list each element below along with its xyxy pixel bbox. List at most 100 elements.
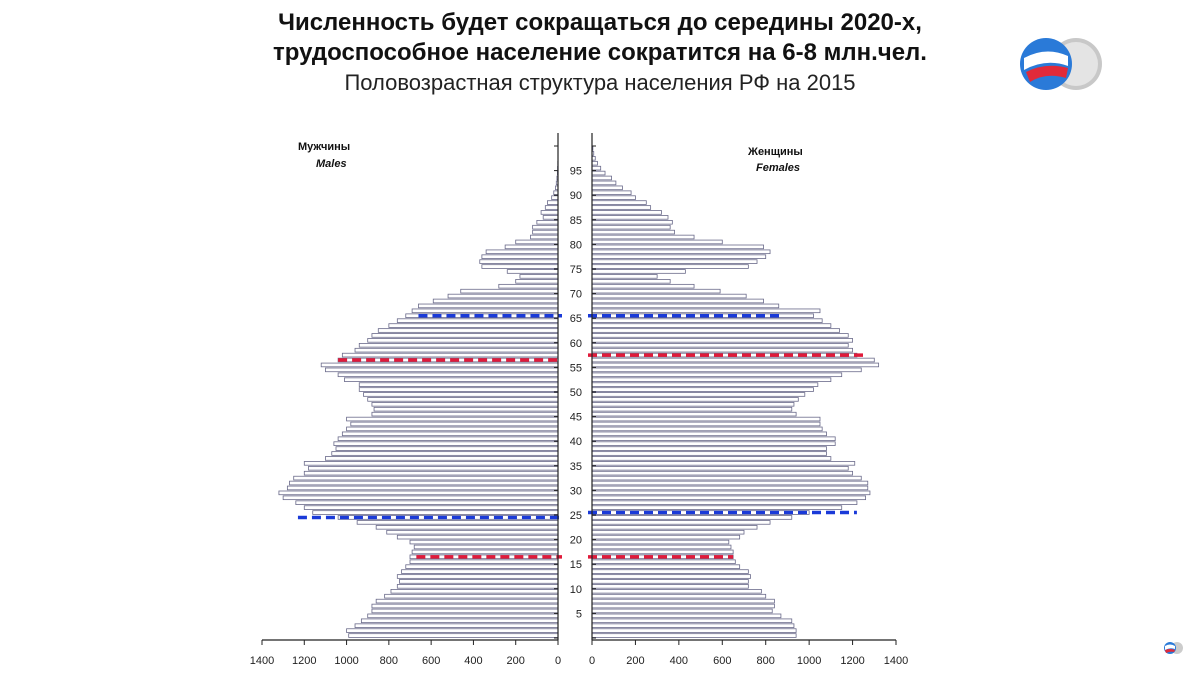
male-bar-age-63 [388,323,559,328]
male-bar-age-15 [409,559,559,565]
male-bar-age-41 [341,431,559,437]
female-bar-age-42 [591,426,823,432]
male-bar-age-45 [371,411,559,417]
male-bar-age-9 [390,589,559,594]
male-bar-age-54 [325,367,559,373]
male-x-tick-800: 800 [380,655,398,667]
female-bar-age-87 [591,205,652,210]
title-line-2: трудоспособное население сократится на 6… [273,39,927,66]
female-x-tick-0: 0 [589,655,595,667]
female-bar-age-41 [591,431,827,437]
female-bar-age-77 [591,254,767,259]
age-tick-45: 45 [570,412,582,424]
male-x-tick-1400: 1400 [250,655,274,667]
female-bar-age-28 [591,495,867,501]
female-bar-age-7 [591,598,775,604]
small-logo-icon [1164,642,1183,654]
male-bar-age-38 [335,446,559,451]
female-x-tick-1200: 1200 [840,655,864,667]
female-bar-age-22 [591,525,758,530]
female-bar-age-81 [591,234,695,240]
female-bar-age-53 [591,372,843,378]
female-x-tick-1000: 1000 [797,655,821,667]
age-tick-60: 60 [570,338,582,350]
female-bar-age-35 [591,461,856,466]
male-bar-age-52 [344,377,559,382]
female-bar-age-32 [591,475,862,481]
male-bar-age-58 [354,347,559,353]
female-bar-age-89 [591,195,636,200]
female-bar-age-31 [591,480,869,486]
male-bar-age-44 [346,416,559,422]
age-tick-65: 65 [570,313,582,325]
female-bar-age-8 [591,593,767,599]
male-bar-age-83 [532,224,559,230]
female-bar-age-60 [591,338,853,343]
male-bar-age-1 [346,628,559,633]
male-bar-age-71 [498,283,559,289]
female-bar-age-88 [591,200,647,205]
male-bar-age-19 [409,539,559,545]
age-tick-90: 90 [570,190,582,202]
female-bar-age-96 [591,160,598,166]
male-bar-age-82 [532,229,559,235]
male-bar-age-36 [325,456,559,461]
male-bar-age-73 [519,274,559,279]
brand-logo-icon [1020,38,1102,90]
female-bar-age-63 [591,323,832,328]
male-bar-age-0 [348,633,559,638]
female-bar-age-94 [591,170,606,176]
male-bar-age-76 [479,259,559,264]
male-bar-age-62 [377,328,559,333]
male-bar-age-8 [384,593,559,599]
female-bar-age-52 [591,377,832,382]
age-tick-25: 25 [570,510,582,522]
subtitle: Половозрастная структура населения РФ на… [344,70,856,95]
female-bar-age-37 [591,451,827,456]
male-bar-age-5 [371,608,559,614]
female-bar-age-5 [591,608,773,614]
female-bar-age-10 [591,584,749,589]
male-bar-age-85 [542,215,559,220]
axes [261,133,897,645]
male-bar-age-25 [312,510,559,515]
female-bar-age-72 [591,279,671,284]
male-x-tick-200: 200 [507,655,525,667]
female-bar-age-95 [591,165,602,171]
age-tick-75: 75 [570,264,582,276]
male-bar-age-78 [485,249,559,255]
male-bar-age-69 [447,293,559,299]
male-bar-age-89 [551,195,559,200]
female-bar-age-59 [591,342,849,348]
female-bar-age-33 [591,470,853,476]
male-bar-age-30 [286,485,559,491]
reference-markers [297,313,868,559]
male-bar-age-6 [371,603,559,609]
male-bar-age-57 [341,352,559,358]
age-tick-35: 35 [570,461,582,473]
females-label-en: Females [756,162,800,174]
age-tick-labels: 5 10 15 20 25 30 35 40 45 50 55 60 65 70 75 80 85 90 95 [570,166,582,621]
female-bar-age-1 [591,628,797,633]
female-bar-age-80 [591,239,723,245]
female-x-tick-200: 200 [626,655,644,667]
male-bar-age-75 [481,264,559,269]
male-bar-age-81 [530,234,559,240]
age-tick-15: 15 [570,559,582,571]
male-bar-age-59 [358,342,559,348]
female-bar-age-29 [591,490,871,496]
male-bar-age-67 [418,303,559,309]
female-bar-age-24 [591,515,793,520]
x-tick-labels: 1400 1200 1000 800 600 400 200 0 0 200 400 600 800 10… [250,655,908,667]
male-bar-age-80 [515,239,559,245]
male-bar-age-3 [360,618,559,624]
male-bar-age-50 [358,387,559,392]
female-bar-age-26 [591,505,843,510]
female-bar-age-49 [591,392,806,397]
female-bar-age-9 [591,589,762,594]
male-bar-age-29 [278,490,559,496]
female-x-tick-400: 400 [670,655,688,667]
female-bar-age-20 [591,534,741,540]
male-bar-age-53 [337,372,559,378]
